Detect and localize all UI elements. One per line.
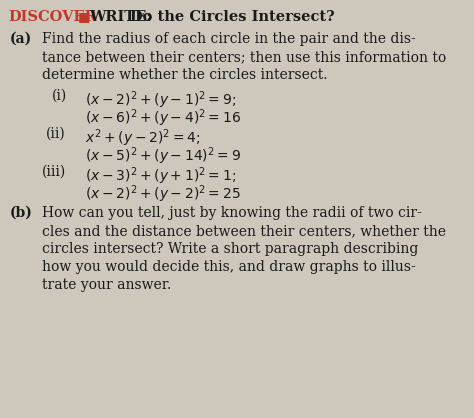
Text: (i): (i) [52, 89, 67, 103]
Text: $(x - 2)^2 + (y - 1)^2 = 9;$: $(x - 2)^2 + (y - 1)^2 = 9;$ [85, 89, 236, 111]
Text: tance between their centers; then use this information to: tance between their centers; then use th… [42, 50, 446, 64]
Text: ■: ■ [78, 10, 91, 23]
Text: cles and the distance between their centers, whether the: cles and the distance between their cent… [42, 224, 446, 238]
Text: Find the radius of each circle in the pair and the dis-: Find the radius of each circle in the pa… [42, 32, 416, 46]
Text: $(x - 5)^2 + (y - 14)^2 = 9$: $(x - 5)^2 + (y - 14)^2 = 9$ [85, 145, 241, 167]
Text: $(x - 2)^2 + (y - 2)^2 = 25$: $(x - 2)^2 + (y - 2)^2 = 25$ [85, 183, 241, 204]
Text: DISCOVER: DISCOVER [8, 10, 97, 24]
Text: How can you tell, just by knowing the radii of two cir-: How can you tell, just by knowing the ra… [42, 206, 422, 220]
Text: determine whether the circles intersect.: determine whether the circles intersect. [42, 68, 328, 82]
Text: $(x - 6)^2 + (y - 4)^2 = 16$: $(x - 6)^2 + (y - 4)^2 = 16$ [85, 107, 241, 129]
Text: (a): (a) [10, 32, 32, 46]
Text: $x^2 + (y - 2)^2 = 4;$: $x^2 + (y - 2)^2 = 4;$ [85, 127, 201, 149]
Text: trate your answer.: trate your answer. [42, 278, 171, 292]
Text: circles intersect? Write a short paragraph describing: circles intersect? Write a short paragra… [42, 242, 419, 256]
Text: (iii): (iii) [42, 165, 66, 179]
Text: how you would decide this, and draw graphs to illus-: how you would decide this, and draw grap… [42, 260, 416, 274]
Text: (ii): (ii) [46, 127, 66, 141]
Text: (b): (b) [10, 206, 33, 220]
Text: $(x - 3)^2 + (y + 1)^2 = 1;$: $(x - 3)^2 + (y + 1)^2 = 1;$ [85, 165, 236, 186]
Text: Do the Circles Intersect?: Do the Circles Intersect? [130, 10, 335, 24]
Text: WRITE:: WRITE: [89, 10, 157, 24]
